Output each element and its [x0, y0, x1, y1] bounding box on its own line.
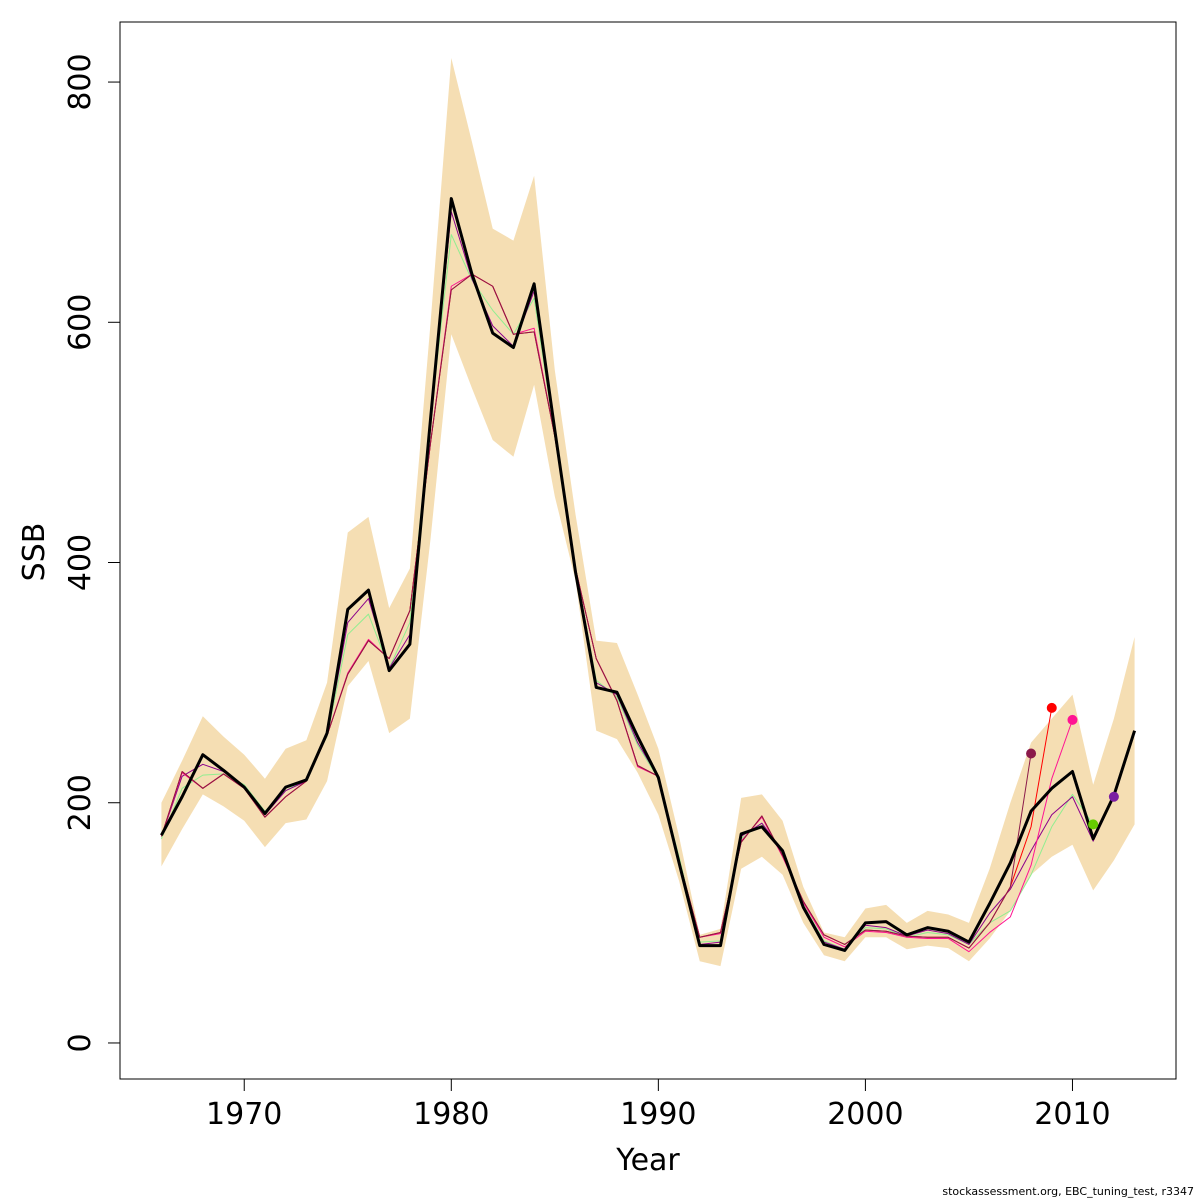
y-tick-label: 800 [63, 53, 98, 110]
x-axis-title: Year [615, 1143, 680, 1178]
x-tick-label: 2010 [1034, 1097, 1110, 1132]
series-line-main [160, 197, 1137, 952]
plot-frame [119, 21, 1177, 1080]
y-tick-label: 400 [63, 534, 98, 591]
y-axis-title: SSB [17, 523, 52, 582]
endpoint-layer [1026, 702, 1119, 830]
series-line-retro-3 [160, 273, 1073, 953]
series-line-retro-2 [160, 211, 1115, 950]
endpoint-marker-3 [1088, 819, 1099, 830]
series-line-retro-5 [160, 273, 1032, 949]
footer-note: stockassessment.org, EBC_tuning_test, r3… [942, 1185, 1194, 1198]
x-tick-label: 1990 [620, 1097, 696, 1132]
y-tick-label: 0 [63, 1033, 98, 1052]
endpoint-marker-4 [1108, 791, 1119, 802]
x-tick-label: 1980 [413, 1097, 489, 1132]
y-axis: 0 200 400 600 800 [63, 53, 121, 1053]
y-tick-label: 200 [63, 774, 98, 831]
series-line-retro-4 [160, 273, 1053, 949]
endpoint-marker-2 [1067, 714, 1078, 725]
x-axis: 1970 1980 1990 2000 2010 [206, 1078, 1111, 1132]
series-layer [160, 197, 1137, 953]
endpoint-marker-1 [1046, 702, 1057, 713]
series-line-retro-1 [160, 234, 1094, 950]
confidence-band-layer [161, 58, 1135, 967]
x-tick-label: 1970 [206, 1097, 282, 1132]
endpoint-marker-0 [1026, 748, 1037, 759]
confidence-band [161, 58, 1135, 967]
x-tick-label: 2000 [827, 1097, 903, 1132]
y-tick-label: 600 [63, 294, 98, 351]
